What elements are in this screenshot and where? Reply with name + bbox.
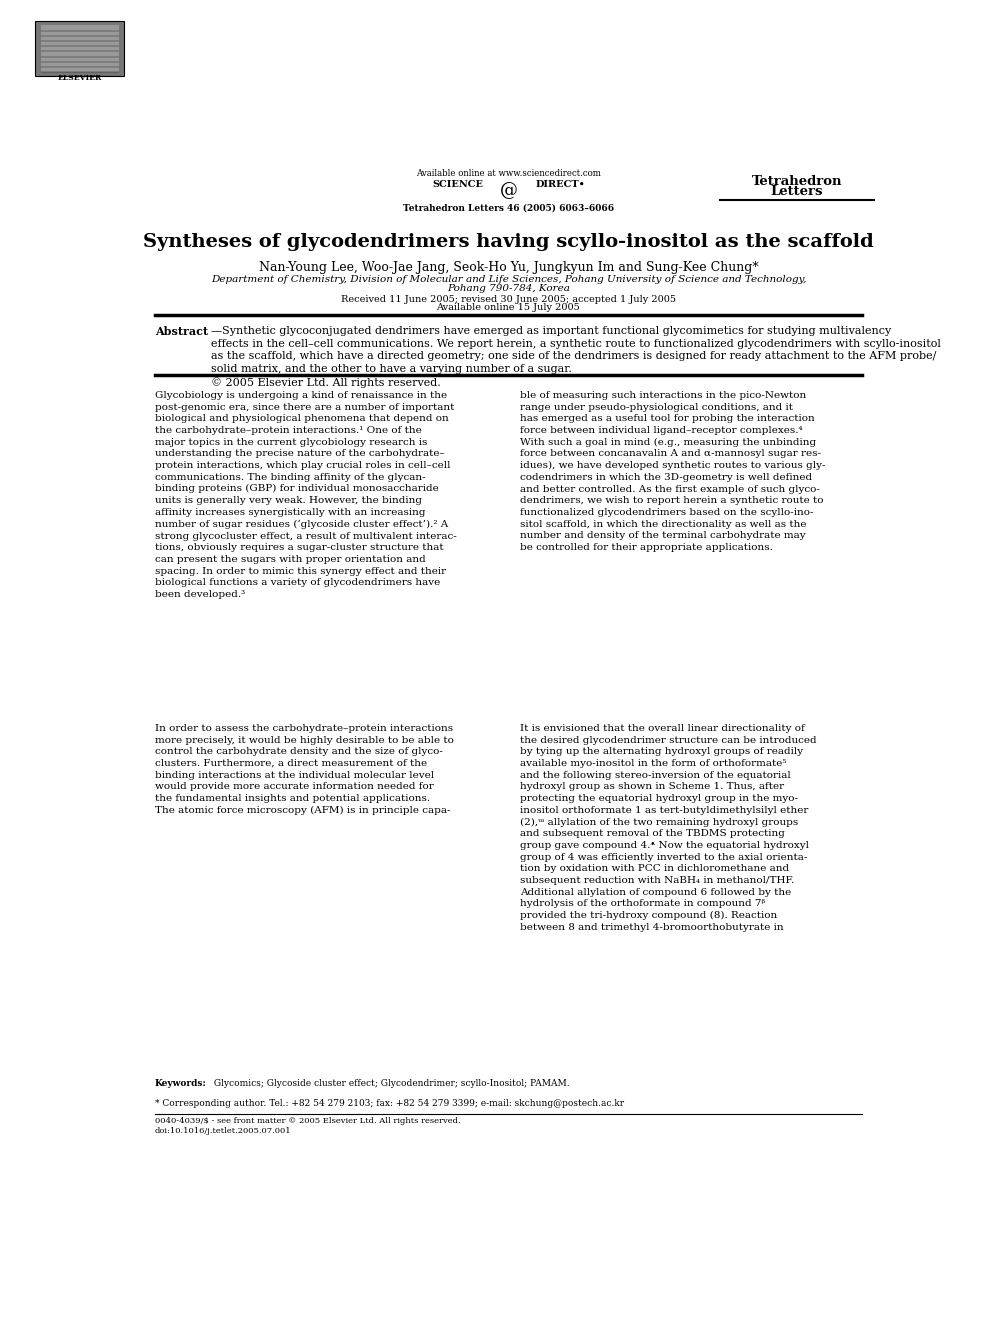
Text: Available online at www.sciencedirect.com: Available online at www.sciencedirect.co… bbox=[416, 169, 601, 179]
Text: It is envisioned that the overall linear directionality of
the desired glycodend: It is envisioned that the overall linear… bbox=[520, 724, 816, 931]
Bar bbox=[36, 21, 124, 77]
Text: DIRECT•: DIRECT• bbox=[536, 180, 585, 189]
Text: In order to assess the carbohydrate–protein interactions
more precisely, it woul: In order to assess the carbohydrate–prot… bbox=[155, 724, 453, 815]
Text: Glycobiology is undergoing a kind of renaissance in the
post-genomic era, since : Glycobiology is undergoing a kind of ren… bbox=[155, 392, 456, 599]
Text: * Corresponding author. Tel.: +82 54 279 2103; fax: +82 54 279 3399; e-mail: skc: * Corresponding author. Tel.: +82 54 279… bbox=[155, 1099, 624, 1109]
Text: Available online 15 July 2005: Available online 15 July 2005 bbox=[436, 303, 580, 312]
Text: Department of Chemistry, Division of Molecular and Life Sciences, Pohang Univers: Department of Chemistry, Division of Mol… bbox=[210, 275, 806, 284]
Bar bbox=[42, 25, 119, 73]
Text: ELSEVIER: ELSEVIER bbox=[58, 74, 102, 82]
Text: Keywords:: Keywords: bbox=[155, 1078, 206, 1088]
Text: Nan-Young Lee, Woo-Jae Jang, Seok-Ho Yu, Jungkyun Im and Sung-Kee Chung*: Nan-Young Lee, Woo-Jae Jang, Seok-Ho Yu,… bbox=[259, 261, 758, 274]
Text: ble of measuring such interactions in the pico-Newton
range under pseudo-physiol: ble of measuring such interactions in th… bbox=[520, 392, 825, 552]
Text: doi:10.1016/j.tetlet.2005.07.001: doi:10.1016/j.tetlet.2005.07.001 bbox=[155, 1127, 292, 1135]
Text: 0040-4039/$ - see front matter © 2005 Elsevier Ltd. All rights reserved.: 0040-4039/$ - see front matter © 2005 El… bbox=[155, 1118, 460, 1126]
Text: —Synthetic glycoconjugated dendrimers have emerged as important functional glyco: —Synthetic glycoconjugated dendrimers ha… bbox=[211, 325, 940, 388]
Text: SCIENCE: SCIENCE bbox=[433, 180, 484, 189]
Text: Abstract: Abstract bbox=[155, 325, 208, 337]
Text: @: @ bbox=[499, 183, 518, 200]
Text: Tetrahedron Letters 46 (2005) 6063–6066: Tetrahedron Letters 46 (2005) 6063–6066 bbox=[403, 204, 614, 213]
Text: Letters: Letters bbox=[771, 185, 823, 198]
Text: Tetrahedron: Tetrahedron bbox=[752, 175, 842, 188]
Text: Received 11 June 2005; revised 30 June 2005; accepted 1 July 2005: Received 11 June 2005; revised 30 June 2… bbox=[341, 295, 676, 304]
Text: Pohang 790-784, Korea: Pohang 790-784, Korea bbox=[447, 284, 569, 294]
Text: Glycomics; Glycoside cluster effect; Glycodendrimer; scyllo-Inositol; PAMAM.: Glycomics; Glycoside cluster effect; Gly… bbox=[211, 1078, 569, 1088]
Text: Syntheses of glycodendrimers having scyllo-inositol as the scaffold: Syntheses of glycodendrimers having scyl… bbox=[143, 233, 874, 251]
